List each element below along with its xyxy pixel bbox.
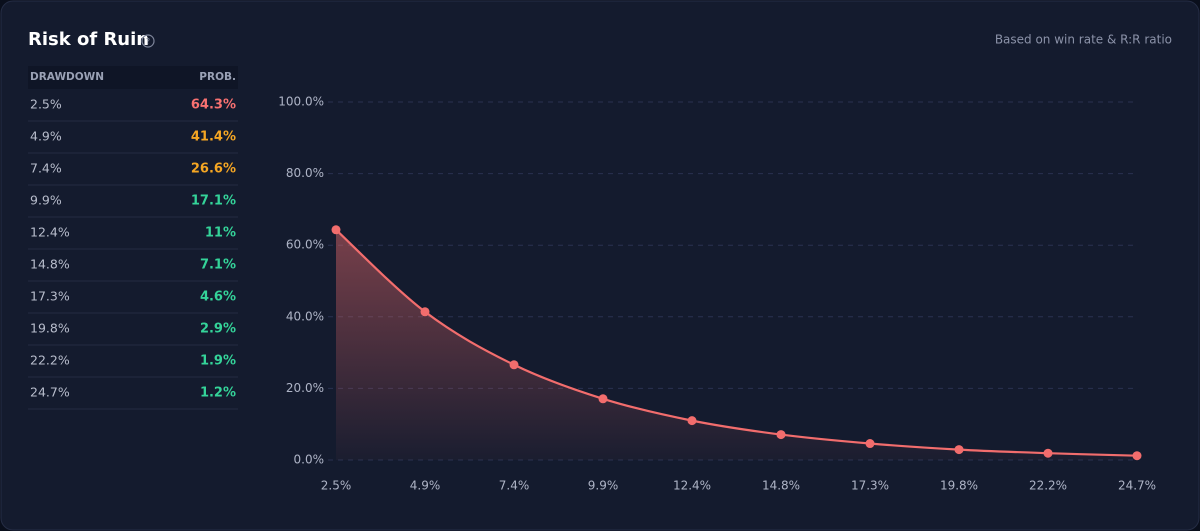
drawdown-cell: 24.7% (30, 385, 70, 400)
y-tick-label: 40.0% (286, 309, 324, 323)
x-tick-label: 17.3% (851, 479, 889, 493)
y-tick-label: 60.0% (286, 238, 324, 252)
probability-cell: 1.2% (200, 386, 236, 401)
help-icon-glyph: ? (146, 37, 150, 46)
x-tick-label: 14.8% (762, 479, 800, 493)
point (509, 360, 519, 370)
line (335, 228, 1138, 457)
point (954, 445, 964, 455)
point (776, 430, 786, 440)
x-tick-label: 22.2% (1029, 479, 1067, 493)
point (1043, 448, 1053, 458)
probability-cell: 17.1% (191, 194, 236, 209)
drawdown-cell: 7.4% (30, 161, 62, 176)
probability-cell: 1.9% (200, 354, 236, 369)
x-tick-label: 9.9% (588, 479, 619, 493)
area (336, 229, 1137, 460)
x-tick-label: 4.9% (410, 479, 441, 493)
x-tick-label: 7.4% (499, 479, 530, 493)
point (331, 225, 341, 235)
x-tick-label: 2.5% (321, 479, 352, 493)
y-tick-label: 100.0% (278, 95, 324, 109)
drawdown-cell: 14.8% (30, 257, 70, 272)
point (1132, 451, 1142, 461)
probability-cell: 26.6% (191, 162, 236, 177)
probability-cell: 64.3% (191, 98, 236, 113)
help-icon[interactable] (141, 34, 155, 48)
point (420, 307, 430, 317)
drawdown-cell: 12.4% (30, 225, 70, 240)
x-tick-label: 12.4% (673, 479, 711, 493)
point (598, 394, 608, 404)
probability-cell: 2.9% (200, 322, 236, 337)
x-tick-label: 19.8% (940, 479, 978, 493)
x-tick-label: 24.7% (1118, 479, 1156, 493)
drawdown-cell: 9.9% (30, 193, 62, 208)
point (865, 439, 875, 449)
drawdown-cell: 2.5% (30, 97, 62, 112)
probability-cell: 41.4% (191, 130, 236, 145)
point (687, 416, 697, 426)
column-header: DRAWDOWN (30, 71, 104, 83)
probability-cell: 4.6% (200, 290, 236, 305)
drawdown-cell: 22.2% (30, 353, 70, 368)
plot: 0.0% 20.0% 40.0% 60.0% 80.0% 100.0% 2.5% 4.9% 7.… (278, 95, 1156, 493)
drawdown-cell: 19.8% (30, 321, 70, 336)
y-tick-label: 20.0% (286, 381, 324, 395)
y-tick-label: 80.0% (286, 166, 324, 180)
table-body: 2.5% 64.3% 4.9% 41.4% 7.4% 26.6% 9.9% 17.1% 12.4… (28, 97, 238, 410)
drawdown-cell: 17.3% (30, 289, 70, 304)
title: Risk of Ruin (28, 29, 149, 50)
table-header (28, 66, 238, 89)
drawdown-cell: 4.9% (30, 129, 62, 144)
y-tick-label: 0.0% (294, 453, 325, 467)
note: Based on win rate & R:R ratio (995, 33, 1172, 47)
probability-cell: 7.1% (200, 258, 236, 273)
column-header: PROB. (199, 71, 236, 83)
probability-cell: 11% (205, 226, 236, 241)
